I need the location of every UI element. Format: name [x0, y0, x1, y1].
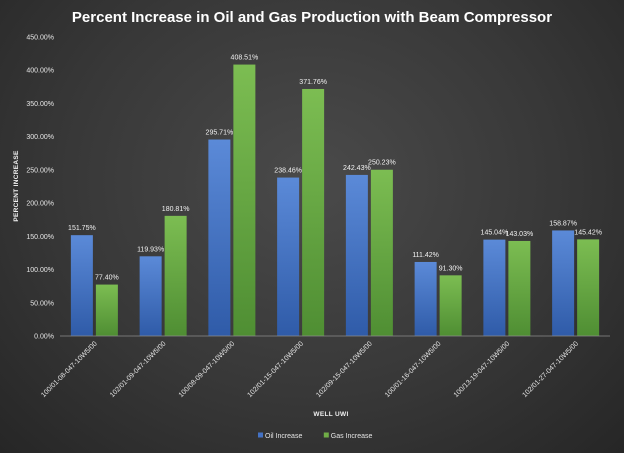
- gas-data-label: 91.30%: [439, 265, 463, 272]
- gas-data-label: 143.03%: [506, 231, 534, 238]
- oil-increase-bar: [345, 174, 368, 336]
- oil-data-label: 242.43%: [343, 165, 371, 172]
- x-tick-label: 102/01-27-047-10W5/00: [521, 340, 580, 399]
- oil-legend-swatch: [258, 432, 263, 438]
- y-tick-label: 50.00%: [30, 300, 54, 307]
- y-tick-label: 250.00%: [26, 167, 54, 174]
- x-tick-label: 102/09-15-047-10W5/00: [315, 340, 374, 399]
- y-tick-label: 100.00%: [26, 267, 54, 274]
- x-tick-label: 100/01-08-047-10W5/00: [40, 340, 99, 399]
- gas-data-label: 77.40%: [95, 275, 119, 282]
- oil-increase-bar: [208, 139, 231, 336]
- gas-legend-swatch: [323, 432, 329, 438]
- gas-data-label: 180.81%: [162, 206, 190, 213]
- x-tick-label: 102/01-09-047-10W5/00: [109, 340, 168, 399]
- x-axis-ticks: 100/01-08-047-10W5/00 102/01-09-047-10W5/…: [40, 340, 580, 399]
- x-tick-label: 100/08-09-047-10W5/00: [178, 340, 237, 399]
- oil-data-label: 238.46%: [274, 168, 302, 175]
- gas-increase-bar: [164, 215, 187, 336]
- y-axis-title: PERCENT INCREASE: [13, 150, 20, 222]
- gas-increase-bar: [577, 239, 600, 336]
- oil-data-label: 111.42%: [412, 252, 439, 259]
- gas-increase-bar: [508, 240, 531, 336]
- gas-data-label: 408.51%: [231, 55, 259, 62]
- y-tick-label: 350.00%: [26, 101, 54, 108]
- oil-data-label: 158.87%: [549, 220, 577, 227]
- gas-increase-bar: [95, 284, 118, 336]
- y-axis-ticks: 0.00% 50.00% 100.00% 150.00% 200.00% 250.00% 3…: [26, 35, 54, 341]
- gas-data-label: 371.76%: [299, 79, 327, 86]
- oil-data-label: 145.04%: [481, 230, 509, 237]
- y-tick-label: 150.00%: [26, 234, 54, 241]
- oil-data-label: 151.75%: [68, 225, 96, 232]
- gas-increase-bar: [370, 169, 393, 336]
- y-tick-label: 450.00%: [26, 35, 54, 42]
- oil-increase-bar: [70, 235, 93, 336]
- oil-legend-label: Oil Increase: [265, 433, 302, 440]
- x-tick-label: 102/01-15-047-10W5/00: [246, 340, 305, 399]
- x-tick-label: 100/01-16-047-10W5/00: [384, 340, 443, 399]
- legend: Oil Increase Gas Increase: [258, 432, 373, 440]
- gas-legend-label: Gas Increase: [331, 433, 373, 440]
- x-tick-label: 100/13-19-047-10W5/00: [453, 340, 512, 399]
- oil-increase-bar: [483, 239, 506, 336]
- gas-increase-bar: [302, 88, 325, 336]
- oil-increase-bar: [414, 261, 437, 336]
- gas-data-label: 145.42%: [574, 229, 602, 236]
- y-tick-label: 200.00%: [26, 201, 54, 208]
- oil-data-label: 295.71%: [206, 130, 234, 137]
- y-tick-label: 300.00%: [26, 134, 54, 141]
- oil-increase-bar: [277, 177, 300, 336]
- data-labels: 151.75% 77.40% 119.93% 180.81% 295.71% 408.51…: [68, 55, 602, 282]
- x-axis-title: WELL UWI: [313, 411, 348, 418]
- gas-increase-bar: [233, 64, 256, 336]
- chart-title: Percent Increase in Oil and Gas Producti…: [72, 9, 552, 26]
- oil-increase-bar: [139, 256, 162, 336]
- y-tick-label: 400.00%: [26, 68, 54, 75]
- gas-increase-bar: [439, 275, 462, 336]
- oil-increase-bar: [552, 230, 575, 336]
- y-tick-label: 0.00%: [34, 334, 54, 341]
- bars: [70, 64, 600, 336]
- gas-data-label: 250.23%: [368, 160, 396, 167]
- oil-data-label: 119.93%: [137, 246, 164, 253]
